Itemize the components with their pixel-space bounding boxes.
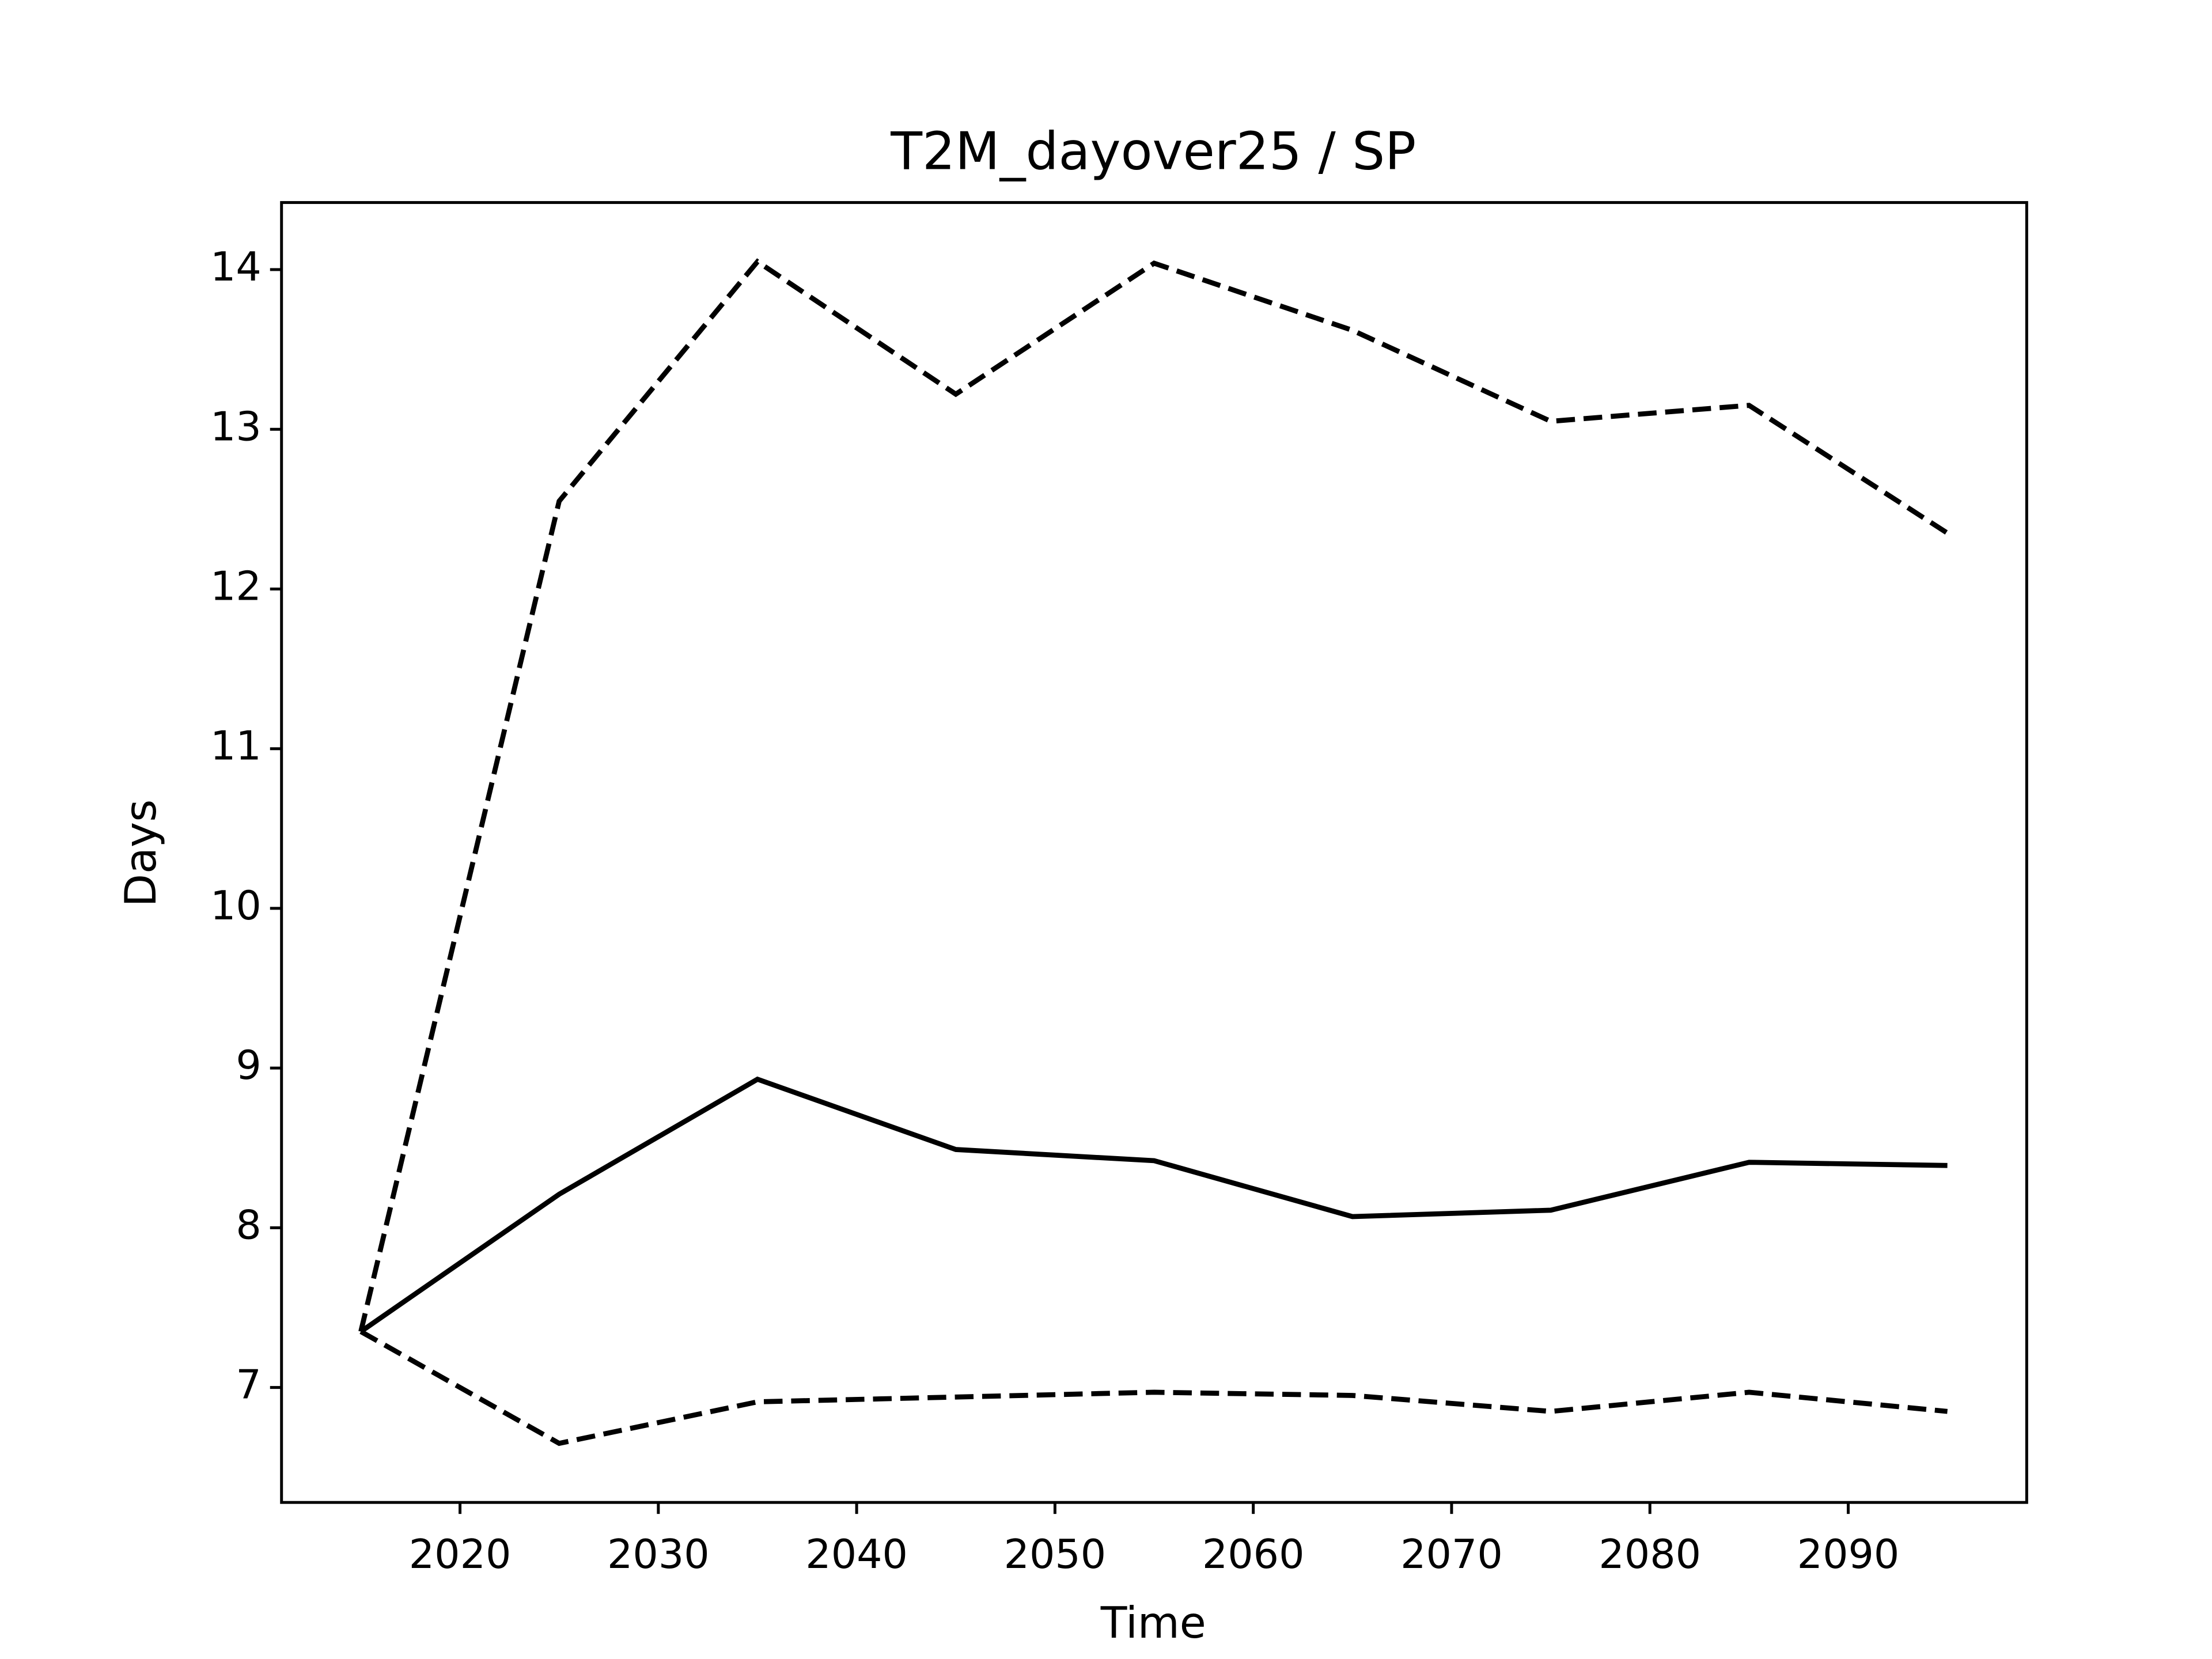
plot-frame [280, 201, 2028, 1504]
x-tick-label: 2090 [1797, 1531, 1900, 1578]
y-tick-label: 11 [210, 723, 262, 770]
x-tick-label: 2080 [1599, 1531, 1701, 1578]
line [359, 1076, 1948, 1334]
x-tick-label: 2050 [1004, 1531, 1107, 1578]
x-tick-label: 2020 [409, 1531, 512, 1578]
line [358, 258, 1949, 1332]
y-tick-label: 10 [210, 882, 262, 929]
y-tick-label: 13 [210, 403, 262, 450]
y-tick-label: 8 [236, 1202, 261, 1248]
x-axis-label: Time [1100, 1598, 1206, 1648]
y-axis-label: Days [116, 800, 166, 907]
x-tick-label: 2060 [1202, 1531, 1305, 1578]
x-tick-label: 2030 [607, 1531, 710, 1578]
y-tick-label: 9 [236, 1042, 261, 1089]
x-tick-label: 2070 [1400, 1531, 1503, 1578]
line [359, 1329, 1948, 1446]
chart-title: T2M_dayover25 / SP [890, 122, 1416, 182]
x-tick-label: 2040 [805, 1531, 908, 1578]
y-tick-label: 7 [236, 1362, 261, 1408]
y-tick-label: 12 [210, 563, 262, 610]
y-tick-label: 14 [210, 244, 262, 290]
